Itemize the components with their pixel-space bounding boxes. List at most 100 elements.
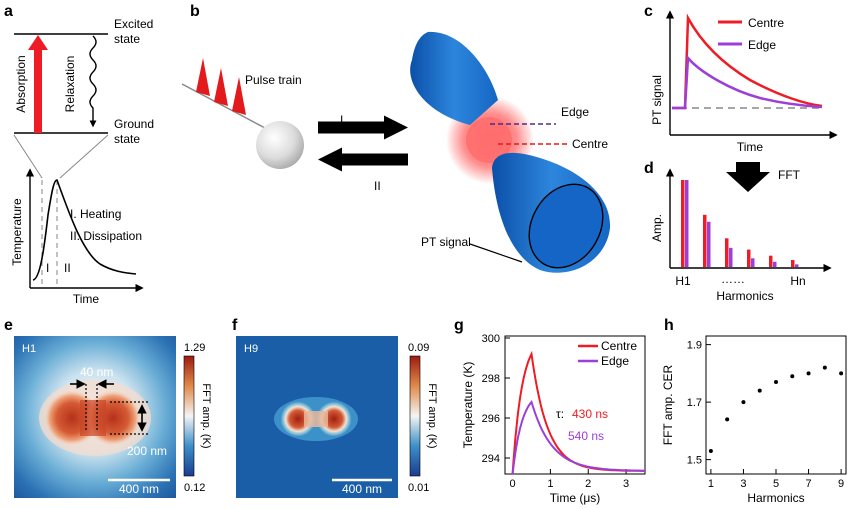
panel-label-f: f <box>232 317 238 334</box>
arrow-2-label: II <box>374 179 381 193</box>
upper-cone <box>410 31 498 125</box>
f-colorbar <box>409 355 421 477</box>
g-ylabel: Temperature (K) <box>461 362 475 449</box>
pulse-train-label: Pulse train <box>245 73 302 87</box>
arrow-forward <box>318 115 408 140</box>
h-ytick-label-1: 1.7 <box>687 397 702 409</box>
e-scalebar-label: 400 nm <box>119 482 159 496</box>
d-bar-edge-5 <box>773 261 777 267</box>
e-dim-width-label: 40 nm <box>80 365 113 379</box>
relaxation-label: Relaxation <box>63 56 77 113</box>
a-xlabel: Time <box>73 292 100 306</box>
h-ytick-label-2: 1.9 <box>687 340 702 352</box>
c-legend-edge: Edge <box>748 38 776 52</box>
excited-label: Excited <box>114 17 153 31</box>
panel-d: d FFT Amp. H1 …… Hn Harmonics <box>644 160 832 303</box>
d-bar-centre-2 <box>703 214 707 267</box>
dissipation-label: II. Dissipation <box>70 229 142 243</box>
g-plot-frame <box>504 335 646 475</box>
pulse-train-line <box>181 83 266 129</box>
h-point-4 <box>757 388 762 393</box>
panel-h: h 1 3 5 7 9 1.5 1.7 1.9 FFT amp. CER Harmonics <box>661 317 847 505</box>
h-xlabel: Harmonics <box>747 491 804 505</box>
e-harmonic-tag: H1 <box>22 343 36 355</box>
e-colorbar-min: 0.12 <box>184 482 205 494</box>
relaxation-wavy-arrow <box>89 35 97 128</box>
fft-arrow <box>726 162 770 192</box>
h-point-5 <box>774 380 778 384</box>
f-colorbar-label: FFT amp. (K) <box>426 383 438 448</box>
h-point-2 <box>725 417 730 422</box>
c-edge-curve <box>672 54 823 110</box>
panel-b: b Pulse train I II Edge Centre PT signal <box>181 3 611 273</box>
g-xlabel: Time (μs) <box>550 491 600 505</box>
pulse-1 <box>196 58 210 96</box>
e-colorbar <box>183 355 195 477</box>
fft-label: FFT <box>778 168 801 182</box>
d-ylabel: Amp. <box>650 214 664 242</box>
ground-label: Ground <box>114 117 154 131</box>
g-xtick-label-2: 2 <box>585 478 591 490</box>
panel-a: a Excited state Ground state Absorption … <box>4 3 154 306</box>
d-bar-centre-5 <box>769 255 773 267</box>
a-mark-2: II <box>64 261 71 275</box>
g-lines <box>511 350 645 475</box>
h-point-6 <box>790 374 795 379</box>
d-tick-last: Hn <box>790 274 805 288</box>
f-colorbar-min: 0.01 <box>408 482 429 494</box>
g-axes: 0 1 2 3 294 296 298 300 <box>482 333 630 490</box>
d-bars <box>681 180 799 267</box>
nanoparticle-sphere <box>256 121 304 169</box>
h-xtick-label-3: 7 <box>805 478 811 490</box>
h-point-1 <box>708 449 713 453</box>
zoom-line-right <box>59 134 109 179</box>
g-ytick-label-1: 296 <box>482 413 500 425</box>
d-bar-edge-6 <box>795 264 799 267</box>
panel-label-e: e <box>4 317 13 334</box>
d-tick-first: H1 <box>675 274 691 288</box>
c-ylabel: PT signal <box>650 75 664 125</box>
panel-e: e H1 40 nm 200 nm 400 nm 1.29 0.12 FFT a… <box>4 317 212 498</box>
panel-label-c: c <box>644 3 653 20</box>
f-colorbar-max: 0.09 <box>408 342 429 354</box>
cone-cross-section <box>528 183 604 269</box>
h-xtick-label-1: 3 <box>740 478 746 490</box>
pulse-2 <box>214 68 228 106</box>
panel-label-b: b <box>190 3 200 20</box>
h-plot-frame <box>705 335 847 475</box>
zoom-line-left <box>13 134 43 179</box>
panel-c: c Centre Edge PT signal Time <box>644 3 838 154</box>
a-mark-1: I <box>46 261 49 275</box>
a-temperature-curve <box>32 179 137 281</box>
panel-f: f H9 400 nm 0.09 0.01 FFT amp. (K) <box>232 317 438 498</box>
edge-label: Edge <box>561 105 589 119</box>
d-bar-centre-3 <box>725 238 729 267</box>
h-xtick-label-2: 5 <box>773 478 779 490</box>
h-axes: 1 3 5 7 9 1.5 1.7 1.9 <box>687 340 844 490</box>
pt-signal-label: PT signal <box>421 235 471 249</box>
absorption-arrow-head <box>28 35 48 50</box>
g-legend-centre: Centre <box>601 339 637 353</box>
f-harmonic-tag: H9 <box>244 343 258 355</box>
arrow-1-label: I <box>340 113 343 127</box>
c-xlabel: Time <box>737 140 764 154</box>
h-xtick-label-0: 1 <box>708 478 714 490</box>
e-colorbar-max: 1.29 <box>184 342 205 354</box>
d-bar-centre-4 <box>747 249 751 267</box>
heating-label: I. Heating <box>70 207 121 221</box>
panel-label-a: a <box>4 3 13 20</box>
d-bar-edge-4 <box>751 258 755 267</box>
h-point-8 <box>822 365 827 370</box>
d-bar-centre-1 <box>681 180 685 267</box>
excited-label-2: state <box>114 32 140 46</box>
h-point-7 <box>806 371 811 376</box>
c-legend-centre: Centre <box>748 16 784 30</box>
pt-signal-pointer <box>469 243 523 263</box>
arrow-backward <box>318 147 408 172</box>
absorption-arrow-shaft <box>34 48 42 133</box>
e-colorbar-label: FFT amp. (K) <box>200 383 212 448</box>
g-tau-label: τ: <box>556 407 564 421</box>
heated-particle <box>466 117 512 163</box>
d-bar-edge-1 <box>685 180 689 267</box>
g-ytick-label-2: 298 <box>482 373 500 385</box>
